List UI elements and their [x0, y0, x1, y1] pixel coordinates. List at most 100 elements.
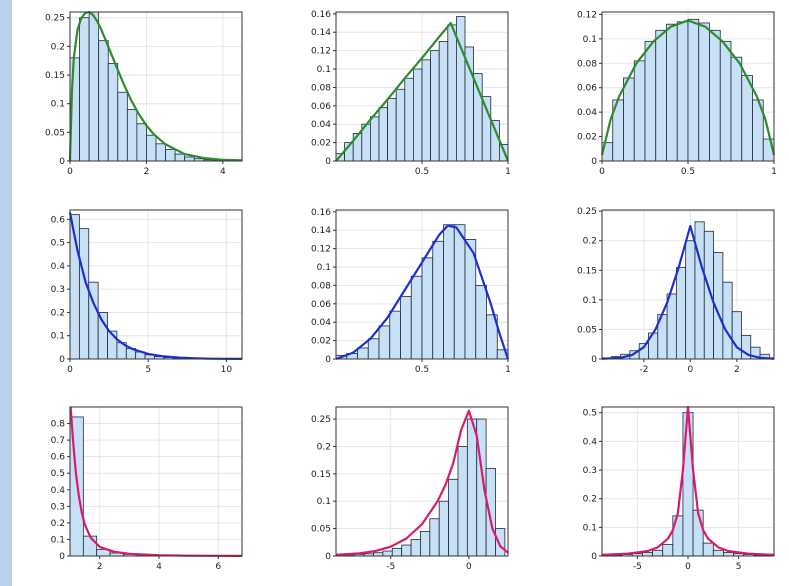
histogram-panel-8: 0 0.05 0.1 0.15 0.2 0.25 -5 0 [311, 406, 509, 572]
histogram-bar [410, 539, 421, 557]
y-tick-label: 0 [59, 355, 65, 365]
y-tick-label: 0 [591, 157, 597, 167]
histogram-bar [475, 285, 487, 360]
x-tick-label: -2 [639, 365, 648, 375]
histogram-panel-3: 0 0.02 0.04 0.06 0.08 0.1 0.12 0 0.5 1 [577, 10, 777, 177]
histogram-bar [391, 547, 403, 557]
x-tick-label: 0 [685, 562, 691, 572]
x-tick-label: 1 [505, 365, 511, 375]
histogram-bar [165, 149, 176, 162]
x-tick-label: 0 [67, 365, 73, 375]
y-tick-label: 0.4 [583, 437, 598, 447]
plot-frame [69, 209, 243, 360]
histogram-panel-1: 0 0.05 0.1 0.15 0.2 0.25 0 2 4 [45, 10, 243, 177]
density-curve [601, 224, 775, 360]
histogram-bar [400, 296, 412, 360]
histogram-bar [464, 46, 475, 162]
plot-frame [601, 209, 775, 360]
histogram-panel-2: 0 0.02 0.04 0.06 0.08 0.1 0.12 0.14 0.16 0.5 1 [311, 10, 511, 177]
x-tick-label: 0.5 [681, 167, 695, 177]
y-tick-label: 0.08 [577, 59, 597, 69]
histogram-bar [741, 75, 753, 162]
y-tick-label: 0 [591, 552, 597, 562]
histogram-bar [642, 552, 653, 557]
histogram-bar [719, 40, 732, 162]
histogram-bar [481, 96, 492, 162]
y-tick-label: 0.1 [51, 535, 65, 545]
y-tick-label: 0.2 [583, 237, 597, 247]
y-tick-label: 0.2 [51, 519, 65, 529]
histogram-bar [420, 530, 431, 557]
histogram-bar [155, 143, 166, 162]
histogram-bar [675, 266, 687, 360]
histogram-bar [136, 123, 147, 162]
y-tick-label: 0.3 [51, 502, 65, 512]
histogram-bar [438, 500, 449, 557]
y-tick-label: 0.05 [311, 525, 331, 535]
histogram-bar [429, 518, 440, 557]
plot-frame [335, 406, 509, 557]
histogram-bar [722, 281, 733, 360]
y-tick-label: 0.04 [577, 108, 597, 118]
y-tick-label: 0.14 [311, 226, 331, 236]
density-curve [335, 21, 510, 162]
histogram-bar [466, 418, 478, 557]
y-tick-label: 0.05 [45, 128, 65, 138]
density-curve [335, 224, 510, 361]
histogram-bar [453, 224, 466, 360]
histogram-bar [369, 116, 380, 162]
y-tick-label: 0.04 [311, 120, 331, 130]
histogram-bar [655, 29, 667, 162]
histogram-bar [443, 224, 455, 360]
y-tick-label: 0.8 [51, 420, 66, 430]
x-tick-label: 0.5 [415, 365, 429, 375]
x-tick-label: -5 [386, 562, 395, 572]
y-tick-label: 0 [325, 355, 331, 365]
histogram-bar [495, 528, 506, 557]
histogram-bar [623, 77, 635, 162]
histogram-bar [448, 478, 459, 557]
plot-frame [69, 11, 243, 162]
y-tick-label: 0.1 [317, 497, 331, 507]
y-tick-label: 0.15 [577, 266, 597, 276]
histogram-bar [410, 275, 423, 360]
y-tick-label: 0.1 [317, 263, 331, 273]
histogram-bar [382, 550, 393, 557]
density-curve [600, 19, 776, 156]
y-tick-label: 0.3 [51, 285, 65, 295]
density-curve [335, 409, 509, 556]
x-tick-label: 1 [505, 167, 511, 177]
histogram-bar [644, 40, 657, 162]
density-curve [68, 212, 243, 360]
histogram-bar [694, 221, 705, 360]
plot-area [70, 407, 242, 556]
histogram-bar [378, 107, 389, 162]
histogram-bar [82, 535, 98, 557]
y-tick-label: 0.12 [311, 47, 331, 57]
histogram-bar [88, 11, 100, 162]
histogram-bar [98, 40, 109, 162]
histogram-bar [174, 153, 186, 162]
y-tick-label: 0.25 [311, 415, 331, 425]
histogram-bar [666, 293, 677, 360]
y-tick-label: 0.06 [577, 84, 597, 94]
x-tick-label: 2 [144, 167, 150, 177]
y-tick-label: 0.12 [311, 245, 331, 255]
x-tick-label: 0.5 [415, 167, 429, 177]
y-tick-label: 0.15 [45, 71, 65, 81]
y-tick-label: 0.02 [577, 133, 597, 143]
y-tick-label: 0 [59, 552, 65, 562]
y-tick-label: 0.5 [583, 409, 597, 419]
y-tick-label: 0.5 [51, 239, 65, 249]
histogram-bar [490, 120, 500, 162]
histogram-panel-7: 0 0.1 0.2 0.3 0.4 0.5 0.6 0.7 0.8 2 4 6 [51, 406, 243, 572]
histogram-bar [712, 549, 724, 557]
y-tick-label: 0.2 [51, 42, 65, 52]
y-tick-label: 0.2 [583, 495, 597, 505]
histogram-panel-9: 0 0.1 0.2 0.3 0.4 0.5 -5 0 5 [583, 405, 775, 572]
histogram-bar [730, 56, 743, 162]
histogram-bar [692, 509, 704, 557]
y-tick-label: 0 [325, 157, 331, 167]
y-tick-label: 0.4 [51, 262, 66, 272]
y-tick-label: 0.6 [51, 453, 66, 463]
